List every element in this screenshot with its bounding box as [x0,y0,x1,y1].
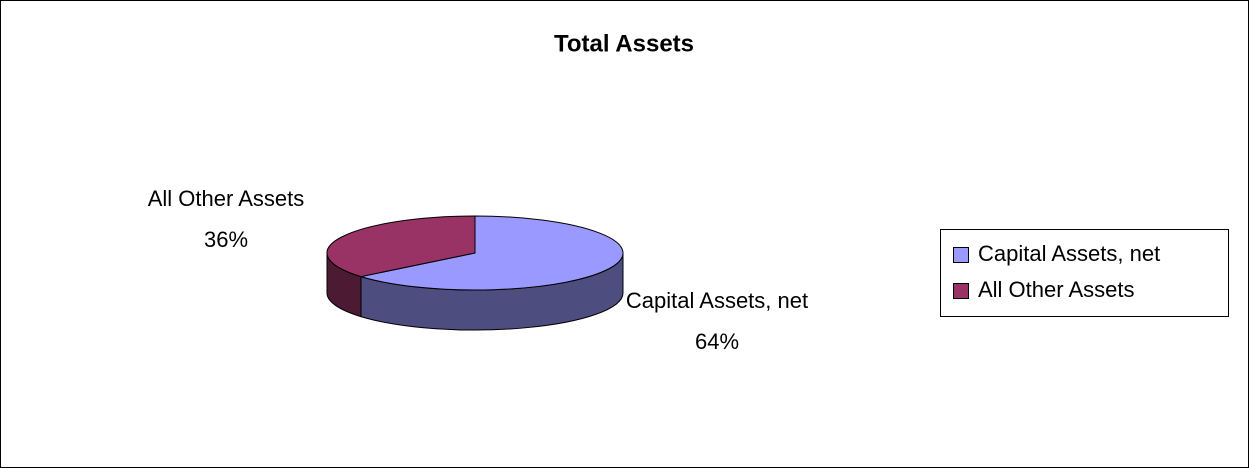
data-label: Capital Assets, net 64% [604,280,830,362]
data-label-value: 64% [694,329,740,354]
data-label-value: 36% [203,227,249,252]
pie-slice [326,215,476,278]
legend-swatch [953,283,969,299]
pie-slice [360,215,624,291]
data-label-category: All Other Assets [147,186,305,211]
legend-box [940,229,1229,317]
legend-label: All Other Assets [978,277,1135,302]
legend-swatch [953,247,969,263]
data-label: All Other Assets 36% [96,178,356,260]
data-label-category: Capital Assets, net [625,288,809,313]
legend-label: Capital Assets, net [978,241,1160,266]
chart-title: Total Assets [554,30,694,57]
